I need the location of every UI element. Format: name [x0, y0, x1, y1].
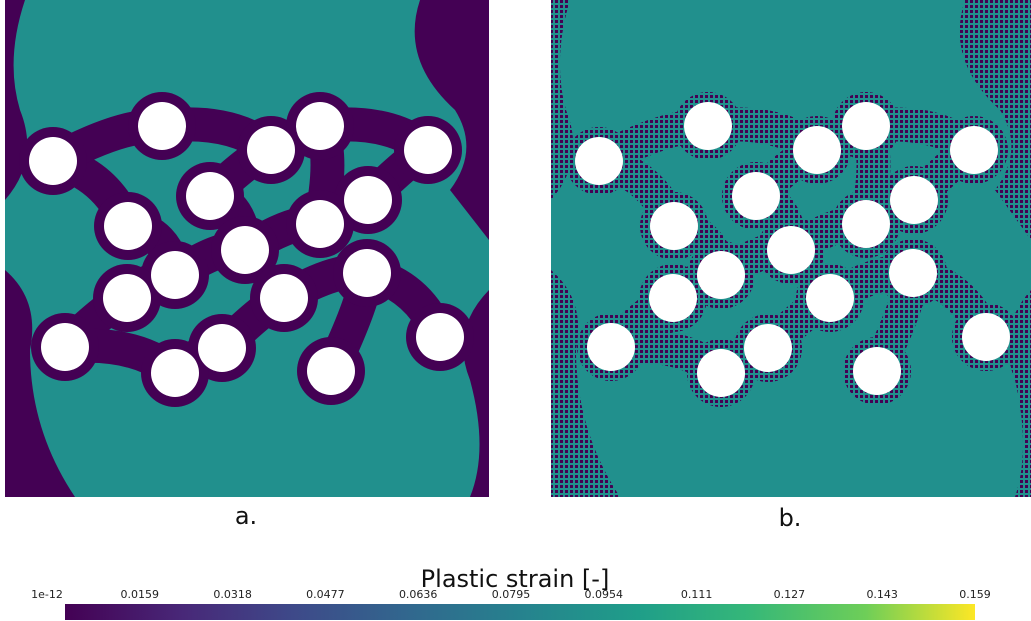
inclusion [296, 200, 344, 248]
inclusion [732, 172, 780, 220]
inclusion [138, 102, 186, 150]
inclusion [186, 172, 234, 220]
inclusion [889, 249, 937, 297]
inclusion [649, 274, 697, 322]
inclusion [404, 126, 452, 174]
inclusion [198, 324, 246, 372]
inclusion [103, 274, 151, 322]
inclusion [767, 226, 815, 274]
inclusion [697, 349, 745, 397]
inclusion [650, 202, 698, 250]
inclusion [697, 251, 745, 299]
colorbar-tick-label: 0.0318 [213, 588, 252, 601]
inclusion [247, 126, 295, 174]
colorbar [65, 604, 975, 620]
colorbar-tick-label: 0.159 [959, 588, 991, 601]
inclusion [793, 126, 841, 174]
inclusion [842, 200, 890, 248]
colorbar-tick-label: 0.0795 [492, 588, 531, 601]
inclusion [41, 323, 89, 371]
inclusion [151, 251, 199, 299]
inclusion [221, 226, 269, 274]
inclusion [950, 126, 998, 174]
inclusion [104, 202, 152, 250]
colorbar-tick-label: 0.111 [681, 588, 713, 601]
colorbar-tick-label: 1e-12 [31, 588, 63, 601]
inclusion [684, 102, 732, 150]
colorbar-title: Plastic strain [-] [421, 565, 610, 593]
panel-a [5, 0, 489, 497]
inclusion [890, 176, 938, 224]
panel-label: b. [779, 504, 802, 532]
inclusion [744, 324, 792, 372]
inclusion [587, 323, 635, 371]
inclusion [416, 313, 464, 361]
colorbar-tick-label: 0.143 [866, 588, 898, 601]
inclusion [853, 347, 901, 395]
inclusion [29, 137, 77, 185]
inclusion [344, 176, 392, 224]
colorbar-tick-label: 0.0477 [306, 588, 345, 601]
inclusion [842, 102, 890, 150]
inclusion [962, 313, 1010, 361]
colorbar-tick-label: 0.127 [774, 588, 806, 601]
panel-b [551, 0, 1031, 497]
inclusion [575, 137, 623, 185]
colorbar-tick-label: 0.0954 [585, 588, 624, 601]
colorbar-tick-label: 0.0636 [399, 588, 438, 601]
inclusion [307, 347, 355, 395]
inclusion [296, 102, 344, 150]
inclusion [806, 274, 854, 322]
inclusion [260, 274, 308, 322]
inclusion [151, 349, 199, 397]
colorbar-tick-label: 0.0159 [121, 588, 160, 601]
inclusion [343, 249, 391, 297]
panel-label: a. [235, 502, 257, 530]
